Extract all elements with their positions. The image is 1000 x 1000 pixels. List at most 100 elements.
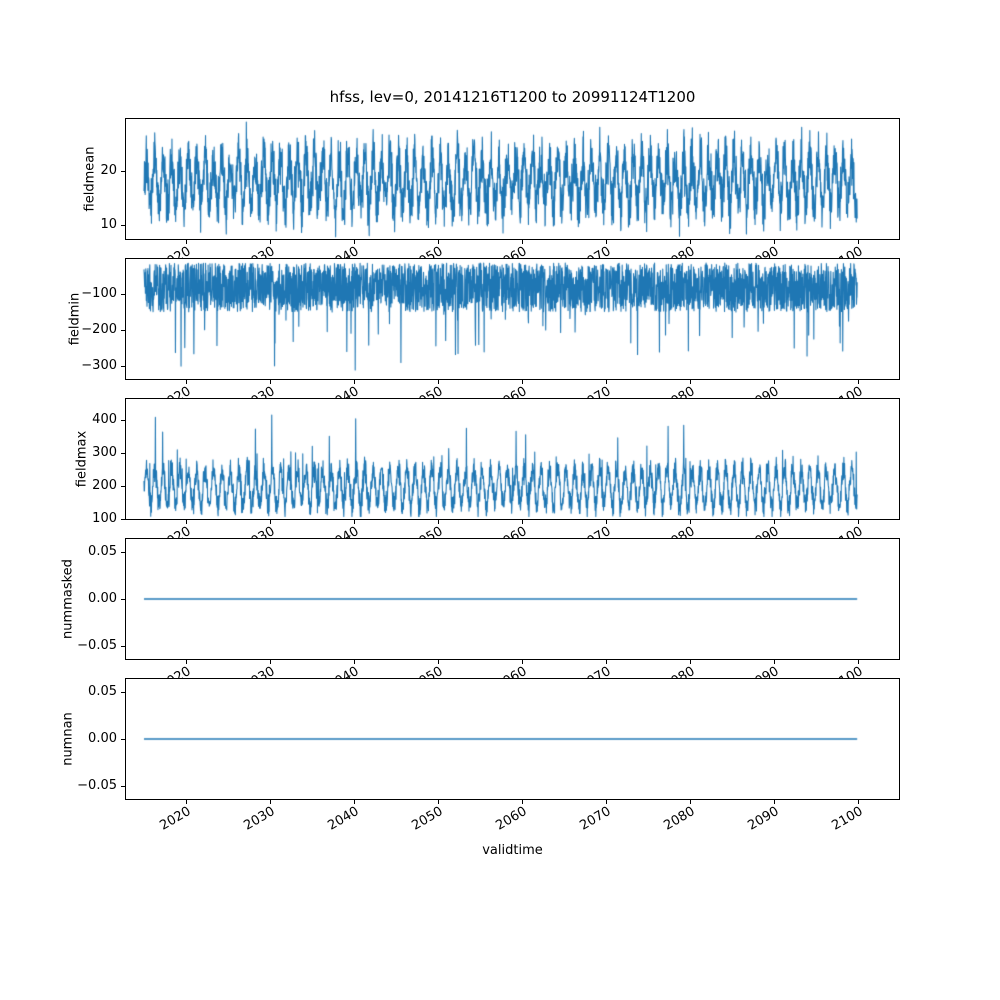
y-tick-mark <box>121 552 125 553</box>
x-tick-label: 2050 <box>409 804 446 834</box>
y-tick-mark <box>121 225 125 226</box>
x-tick-mark <box>774 240 775 244</box>
x-tick-mark <box>690 240 691 244</box>
x-tick-mark <box>270 660 271 664</box>
y-tick-label: 0.05 <box>88 544 117 560</box>
y-tick-mark <box>121 786 125 787</box>
y-tick-mark <box>121 330 125 331</box>
nummasked-line-canvas <box>126 539 899 659</box>
x-tick-mark <box>186 240 187 244</box>
x-tick-label: 2060 <box>493 804 530 834</box>
y-tick-label: −200 <box>81 321 117 337</box>
y-tick-mark <box>121 692 125 693</box>
x-tick-mark <box>186 660 187 664</box>
x-tick-mark <box>438 380 439 384</box>
x-tick-mark <box>522 520 523 524</box>
fieldmax-line-canvas <box>126 399 899 519</box>
x-tick-mark <box>186 520 187 524</box>
x-tick-mark <box>438 520 439 524</box>
y-tick-mark <box>121 366 125 367</box>
y-tick-mark <box>121 453 125 454</box>
x-tick-mark <box>354 240 355 244</box>
fieldmean-line-canvas <box>126 119 899 239</box>
x-tick-label: 2070 <box>577 804 614 834</box>
y-tick-mark <box>121 420 125 421</box>
subplot-fieldmean <box>125 118 900 240</box>
x-tick-mark <box>186 380 187 384</box>
x-tick-mark <box>606 520 607 524</box>
y-tick-label: −0.05 <box>77 777 117 793</box>
y-tick-mark <box>121 486 125 487</box>
x-tick-mark <box>606 660 607 664</box>
x-tick-label: 2100 <box>829 804 866 834</box>
x-tick-label: 2020 <box>157 804 194 834</box>
x-tick-mark <box>522 660 523 664</box>
x-tick-label: 2090 <box>745 804 782 834</box>
x-tick-mark <box>606 800 607 804</box>
x-tick-mark <box>690 380 691 384</box>
y-tick-label: 20 <box>100 162 117 178</box>
y-tick-label: 0.00 <box>88 731 117 746</box>
subplot-nummasked <box>125 538 900 660</box>
subplot-fieldmax <box>125 398 900 520</box>
subplot-fieldmin <box>125 258 900 380</box>
y-axis-label-numnan: numnan <box>60 712 76 766</box>
x-tick-mark <box>774 380 775 384</box>
y-tick-label: 10 <box>100 216 117 232</box>
x-tick-mark <box>270 520 271 524</box>
y-axis-label-fieldmax: fieldmax <box>74 430 90 488</box>
x-tick-label: 2040 <box>325 804 362 834</box>
x-tick-mark <box>270 380 271 384</box>
x-tick-mark <box>438 240 439 244</box>
x-tick-mark <box>354 380 355 384</box>
y-tick-label: 100 <box>92 511 117 526</box>
x-axis-title: validtime <box>482 843 543 858</box>
x-tick-mark <box>354 660 355 664</box>
x-tick-mark <box>354 800 355 804</box>
x-tick-mark <box>858 240 859 244</box>
x-tick-mark <box>858 660 859 664</box>
y-tick-label: −300 <box>81 358 117 374</box>
x-tick-mark <box>774 520 775 524</box>
x-tick-mark <box>522 240 523 244</box>
x-tick-mark <box>438 660 439 664</box>
subplot-numnan <box>125 678 900 800</box>
x-tick-mark <box>270 240 271 244</box>
y-tick-label: 200 <box>92 478 117 494</box>
y-tick-label: 0.05 <box>88 684 117 700</box>
y-tick-mark <box>121 171 125 172</box>
y-tick-label: 400 <box>92 412 117 428</box>
x-tick-label: 2030 <box>241 804 278 834</box>
y-tick-mark <box>121 294 125 295</box>
x-tick-mark <box>690 800 691 804</box>
x-tick-mark <box>354 520 355 524</box>
x-tick-label: 2080 <box>661 804 698 834</box>
x-tick-mark <box>774 800 775 804</box>
y-tick-label: 0.00 <box>88 591 117 606</box>
y-axis-label-fieldmean: fieldmean <box>82 146 98 212</box>
x-tick-mark <box>522 800 523 804</box>
y-tick-mark <box>121 599 125 600</box>
y-tick-label: 300 <box>92 445 117 461</box>
x-tick-mark <box>858 520 859 524</box>
x-tick-mark <box>690 520 691 524</box>
y-axis-label-fieldmin: fieldmin <box>67 292 83 346</box>
y-tick-mark <box>121 646 125 647</box>
x-tick-mark <box>774 660 775 664</box>
fieldmin-line-canvas <box>126 259 899 379</box>
x-tick-mark <box>858 800 859 804</box>
x-tick-mark <box>690 660 691 664</box>
y-tick-label: −0.05 <box>77 637 117 653</box>
x-tick-mark <box>186 800 187 804</box>
y-tick-mark <box>121 519 125 520</box>
y-tick-mark <box>121 739 125 740</box>
figure-title: hfss, lev=0, 20141216T1200 to 20991124T1… <box>329 88 696 106</box>
x-tick-mark <box>522 380 523 384</box>
x-tick-mark <box>606 240 607 244</box>
x-tick-mark <box>858 380 859 384</box>
y-axis-label-nummasked: nummasked <box>60 559 76 639</box>
numnan-line-canvas <box>126 679 899 799</box>
x-tick-mark <box>438 800 439 804</box>
x-tick-mark <box>270 800 271 804</box>
